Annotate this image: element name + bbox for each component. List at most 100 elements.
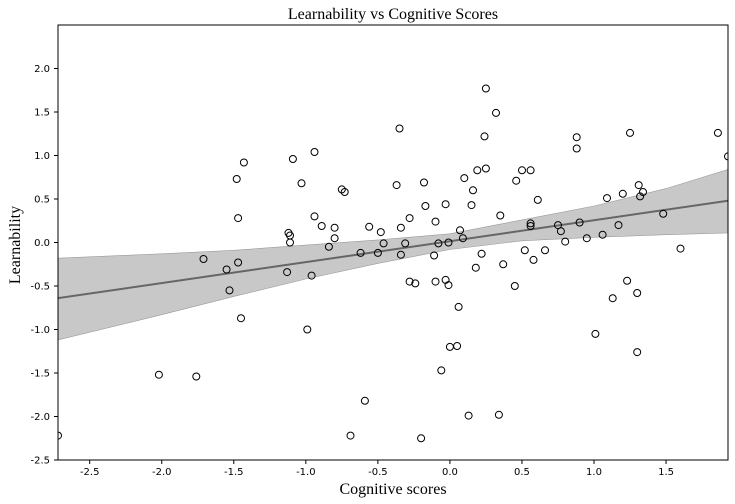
data-point bbox=[575, 218, 584, 227]
data-point bbox=[310, 148, 319, 156]
data-point bbox=[396, 250, 405, 259]
data-point bbox=[533, 195, 542, 204]
y-axis-label: Learnability bbox=[7, 206, 24, 284]
data-point bbox=[434, 239, 443, 248]
data-point bbox=[379, 239, 388, 248]
data-point bbox=[608, 294, 617, 303]
data-point bbox=[460, 174, 469, 183]
data-point bbox=[330, 223, 339, 232]
data-point bbox=[232, 175, 241, 183]
data-point bbox=[529, 255, 538, 264]
data-point bbox=[286, 238, 294, 247]
x-tick-label: 0.5 bbox=[514, 467, 530, 478]
data-point bbox=[431, 277, 440, 286]
data-point bbox=[373, 248, 382, 257]
data-point bbox=[307, 271, 316, 280]
data-point bbox=[417, 434, 426, 443]
y-axis: -2.5 -2.0 -1.5 -1.0 -0.5 0.0 0.5 1.0 1.5 2.0 bbox=[30, 64, 58, 467]
data-point bbox=[492, 108, 500, 117]
x-tick-label: 1.5 bbox=[658, 467, 674, 478]
data-point bbox=[572, 133, 581, 142]
data-point bbox=[420, 178, 428, 187]
data-point bbox=[636, 192, 645, 201]
data-point bbox=[396, 223, 405, 232]
data-point bbox=[471, 263, 480, 272]
x-tick-label: -0.5 bbox=[368, 467, 388, 478]
y-tick-label: -2.0 bbox=[30, 412, 50, 423]
data-point bbox=[340, 188, 349, 196]
data-point bbox=[225, 286, 234, 295]
data-point bbox=[520, 246, 529, 255]
data-point bbox=[464, 411, 473, 420]
data-point bbox=[618, 189, 627, 198]
x-axis: -2.5 -2.0 -1.5 -1.0 -0.5 0.0 0.5 1.0 1.5 bbox=[80, 460, 674, 478]
data-point bbox=[518, 166, 526, 175]
data-point bbox=[603, 194, 611, 203]
data-point bbox=[317, 222, 326, 230]
data-point bbox=[477, 249, 486, 258]
data-point bbox=[286, 231, 294, 240]
data-point bbox=[713, 128, 722, 137]
data-point bbox=[633, 289, 642, 297]
data-point bbox=[724, 152, 728, 161]
plot-area bbox=[58, 84, 728, 443]
data-point bbox=[330, 234, 339, 243]
y-tick-label: 0.5 bbox=[34, 195, 50, 206]
data-point bbox=[346, 431, 355, 440]
y-tick-label: -1.5 bbox=[30, 369, 50, 380]
y-tick-label: 0.0 bbox=[34, 238, 50, 249]
data-point bbox=[405, 214, 414, 223]
data-point bbox=[639, 188, 647, 196]
data-point bbox=[469, 186, 477, 195]
confidence-band bbox=[58, 169, 728, 341]
data-point bbox=[288, 155, 297, 163]
data-point bbox=[392, 181, 401, 190]
data-point bbox=[454, 302, 463, 311]
data-point bbox=[467, 201, 476, 210]
data-point bbox=[659, 209, 668, 218]
data-point bbox=[154, 370, 163, 379]
data-point bbox=[237, 314, 245, 323]
data-point bbox=[239, 158, 248, 167]
chart-title: Learnability vs Cognitive Scores bbox=[288, 6, 498, 23]
data-point bbox=[453, 342, 462, 350]
data-point bbox=[405, 277, 414, 286]
data-point bbox=[676, 244, 685, 253]
data-point bbox=[526, 219, 535, 228]
data-point bbox=[376, 228, 385, 237]
data-point bbox=[526, 222, 535, 230]
data-point bbox=[458, 234, 467, 243]
data-point bbox=[510, 282, 519, 290]
y-tick-label: -1.0 bbox=[30, 325, 50, 336]
data-point bbox=[411, 279, 420, 288]
data-point bbox=[456, 226, 464, 235]
data-point bbox=[441, 200, 450, 209]
data-point bbox=[614, 221, 623, 230]
x-tick-label: -2.5 bbox=[80, 467, 100, 478]
data-point bbox=[222, 265, 231, 274]
data-point bbox=[512, 176, 521, 185]
data-point bbox=[303, 325, 312, 334]
data-point bbox=[582, 234, 591, 243]
data-point bbox=[297, 179, 306, 188]
data-point bbox=[310, 212, 319, 221]
data-point bbox=[234, 258, 243, 267]
data-point bbox=[199, 255, 208, 263]
data-point bbox=[556, 227, 565, 236]
data-point bbox=[626, 128, 634, 137]
data-point bbox=[496, 211, 505, 220]
y-tick-label: -2.5 bbox=[30, 456, 50, 467]
data-point bbox=[481, 84, 490, 93]
data-point bbox=[526, 166, 535, 175]
data-point bbox=[633, 348, 642, 357]
data-point bbox=[437, 366, 446, 375]
data-point bbox=[541, 246, 549, 255]
x-tick-label: 1.0 bbox=[586, 467, 602, 478]
x-tick-label: -1.5 bbox=[224, 467, 244, 478]
data-point bbox=[444, 281, 453, 290]
data-point bbox=[192, 372, 201, 381]
data-point bbox=[283, 268, 292, 277]
data-point bbox=[572, 144, 581, 153]
y-tick-label: 2.0 bbox=[34, 64, 50, 75]
